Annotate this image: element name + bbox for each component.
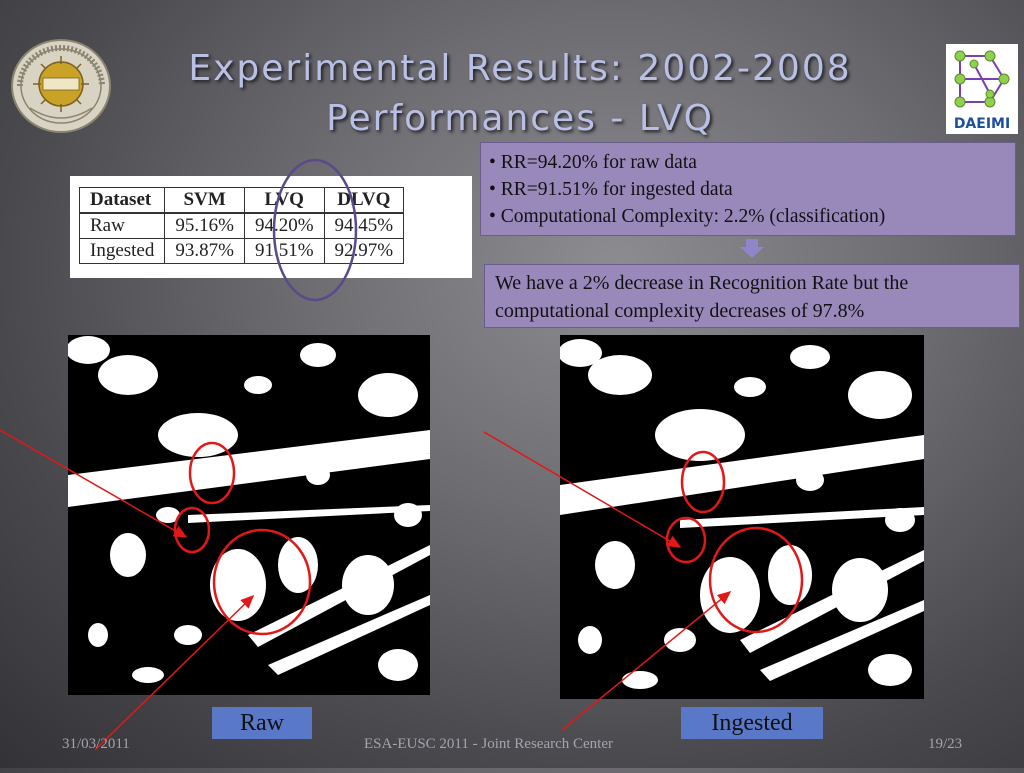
results-table-card: Dataset SVM LVQ DLVQ Raw 95.16% 94.20% 9… [70, 176, 472, 278]
table-row: Raw 95.16% 94.20% 94.45% [78, 212, 405, 239]
table-header: Dataset [78, 187, 166, 214]
ingested-classification-image [560, 335, 924, 699]
table-cell: 91.51% [243, 238, 325, 264]
raw-image-caption: Raw [212, 707, 312, 739]
raw-classification-image [68, 335, 430, 695]
table-header-row: Dataset SVM LVQ DLVQ [78, 187, 405, 214]
daeimi-logo: DAEIMI [946, 44, 1018, 134]
table-header: SVM [164, 187, 245, 214]
table-row: Ingested 93.87% 91.51% 92.97% [78, 238, 405, 264]
university-seal-logo [10, 38, 112, 134]
down-arrow-icon [739, 239, 765, 264]
results-table: Dataset SVM LVQ DLVQ Raw 95.16% 94.20% 9… [78, 187, 405, 264]
bullet-item: • Computational Complexity: 2.2% (classi… [489, 206, 886, 227]
table-cell: 94.20% [243, 212, 325, 239]
table-cell: Raw [78, 212, 166, 239]
logo-text: DAEIMI [954, 116, 1010, 132]
conclusion-box: We have a 2% decrease in Recognition Rat… [484, 264, 1020, 328]
table-cell: 92.97% [323, 238, 405, 264]
table-cell: 95.16% [164, 212, 245, 239]
footer-conference: ESA-EUSC 2011 - Joint Research Center [364, 736, 613, 752]
footer-page-number: 19/23 [928, 736, 963, 752]
bullet-item: • RR=91.51% for ingested data [489, 179, 733, 200]
lvq-highlight-ellipse [270, 156, 362, 311]
slide-title: Experimental Results: 2002-2008 Performa… [130, 44, 910, 144]
bullet-item: • RR=94.20% for raw data [489, 152, 697, 173]
table-cell: Ingested [78, 238, 166, 264]
footer-date: 31/03/2011 [62, 736, 130, 752]
ingested-image-caption: Ingested [681, 707, 823, 739]
title-line-1: Experimental Results: 2002-2008 [188, 48, 852, 89]
results-bullet-box: • RR=94.20% for raw data • RR=91.51% for… [480, 142, 1016, 236]
table-cell: 93.87% [164, 238, 245, 264]
title-line-2: Performances - LVQ [326, 98, 714, 139]
